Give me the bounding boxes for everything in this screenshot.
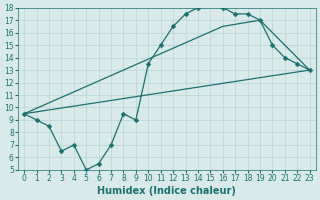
- X-axis label: Humidex (Indice chaleur): Humidex (Indice chaleur): [98, 186, 236, 196]
